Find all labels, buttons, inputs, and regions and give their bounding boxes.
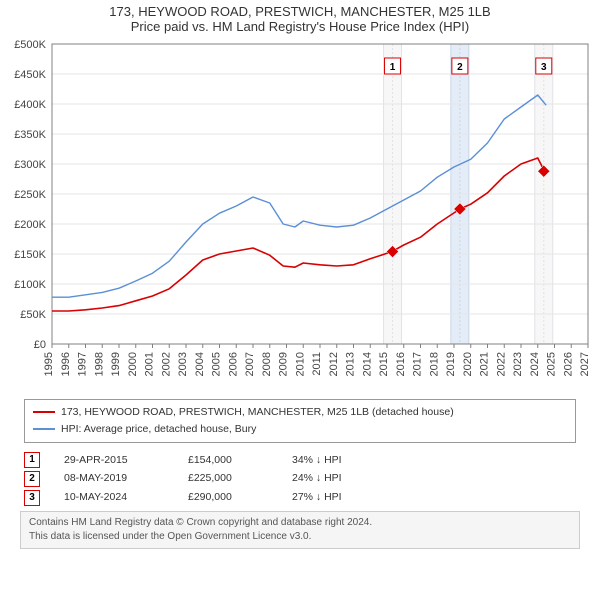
svg-text:2005: 2005 — [211, 352, 223, 376]
price-chart: £0 £50K £100K £150K £200K £250K £300K £350K £400… — [4, 34, 596, 384]
svg-text:2008: 2008 — [261, 352, 273, 376]
event-vs-hpi: 24% ↓ HPI — [292, 469, 342, 488]
svg-text:£250K: £250K — [14, 189, 46, 201]
svg-text:2012: 2012 — [328, 352, 340, 376]
svg-text:2019: 2019 — [445, 352, 457, 376]
legend-label: HPI: Average price, detached house, Bury — [61, 421, 256, 438]
event-date: 29-APR-2015 — [64, 451, 164, 470]
event-table: 1 29-APR-2015 £154,000 34% ↓ HPI 2 08-MA… — [24, 451, 576, 508]
legend-item: 173, HEYWOOD ROAD, PRESTWICH, MANCHESTER… — [33, 404, 567, 421]
event-marker-icon: 1 — [24, 452, 40, 468]
svg-text:2010: 2010 — [294, 352, 306, 376]
svg-text:£50K: £50K — [20, 309, 46, 321]
svg-text:1999: 1999 — [110, 352, 122, 376]
event-price: £154,000 — [188, 451, 268, 470]
svg-text:1995: 1995 — [43, 352, 55, 376]
svg-text:2011: 2011 — [311, 352, 323, 376]
svg-text:2027: 2027 — [579, 352, 591, 376]
svg-text:2015: 2015 — [378, 352, 390, 376]
svg-text:2006: 2006 — [227, 352, 239, 376]
footnote-line: Contains HM Land Registry data © Crown c… — [29, 516, 571, 530]
svg-text:2001: 2001 — [144, 352, 156, 376]
legend-swatch — [33, 411, 55, 413]
event-price: £225,000 — [188, 469, 268, 488]
svg-text:£150K: £150K — [14, 249, 46, 261]
event-vs-hpi: 34% ↓ HPI — [292, 451, 342, 470]
svg-text:2021: 2021 — [479, 352, 491, 376]
svg-text:2024: 2024 — [529, 352, 541, 376]
svg-text:£450K: £450K — [14, 69, 46, 81]
footnote-line: This data is licensed under the Open Gov… — [29, 530, 571, 544]
svg-text:2003: 2003 — [177, 352, 189, 376]
svg-text:1: 1 — [390, 62, 396, 73]
chart-area: £0 £50K £100K £150K £200K £250K £300K £350K £400… — [4, 34, 596, 389]
svg-text:£400K: £400K — [14, 99, 46, 111]
footnote: Contains HM Land Registry data © Crown c… — [20, 511, 580, 549]
svg-text:2018: 2018 — [428, 352, 440, 376]
chart-header: 173, HEYWOOD ROAD, PRESTWICH, MANCHESTER… — [4, 4, 596, 34]
svg-text:2000: 2000 — [127, 352, 139, 376]
event-date: 08-MAY-2019 — [64, 469, 164, 488]
svg-text:2025: 2025 — [546, 352, 558, 376]
legend: 173, HEYWOOD ROAD, PRESTWICH, MANCHESTER… — [24, 399, 576, 443]
event-price: £290,000 — [188, 488, 268, 507]
svg-text:2020: 2020 — [462, 352, 474, 376]
legend-swatch — [33, 428, 55, 430]
svg-text:2009: 2009 — [278, 352, 290, 376]
svg-text:£200K: £200K — [14, 219, 46, 231]
svg-text:2004: 2004 — [194, 352, 206, 376]
title-line1: 173, HEYWOOD ROAD, PRESTWICH, MANCHESTER… — [4, 4, 596, 19]
svg-text:2023: 2023 — [512, 352, 524, 376]
svg-text:£500K: £500K — [14, 39, 46, 51]
svg-text:£350K: £350K — [14, 129, 46, 141]
event-row: 2 08-MAY-2019 £225,000 24% ↓ HPI — [24, 469, 576, 488]
event-marker-icon: 2 — [24, 471, 40, 487]
svg-text:2017: 2017 — [412, 352, 424, 376]
event-row: 1 29-APR-2015 £154,000 34% ↓ HPI — [24, 451, 576, 470]
legend-label: 173, HEYWOOD ROAD, PRESTWICH, MANCHESTER… — [61, 404, 454, 421]
svg-text:2026: 2026 — [562, 352, 574, 376]
svg-text:2002: 2002 — [160, 352, 172, 376]
event-vs-hpi: 27% ↓ HPI — [292, 488, 342, 507]
svg-text:£0: £0 — [34, 339, 46, 351]
legend-item: HPI: Average price, detached house, Bury — [33, 421, 567, 438]
event-date: 10-MAY-2024 — [64, 488, 164, 507]
svg-text:2013: 2013 — [345, 352, 357, 376]
svg-text:3: 3 — [541, 62, 547, 73]
svg-text:2: 2 — [457, 62, 463, 73]
event-marker-icon: 3 — [24, 490, 40, 506]
svg-text:2007: 2007 — [244, 352, 256, 376]
svg-text:1996: 1996 — [60, 352, 72, 376]
event-row: 3 10-MAY-2024 £290,000 27% ↓ HPI — [24, 488, 576, 507]
svg-text:1998: 1998 — [93, 352, 105, 376]
svg-text:2022: 2022 — [495, 352, 507, 376]
svg-text:£100K: £100K — [14, 279, 46, 291]
svg-text:£300K: £300K — [14, 159, 46, 171]
svg-text:2016: 2016 — [395, 352, 407, 376]
svg-text:1997: 1997 — [77, 352, 89, 376]
svg-text:2014: 2014 — [361, 352, 373, 376]
title-line2: Price paid vs. HM Land Registry's House … — [4, 19, 596, 34]
